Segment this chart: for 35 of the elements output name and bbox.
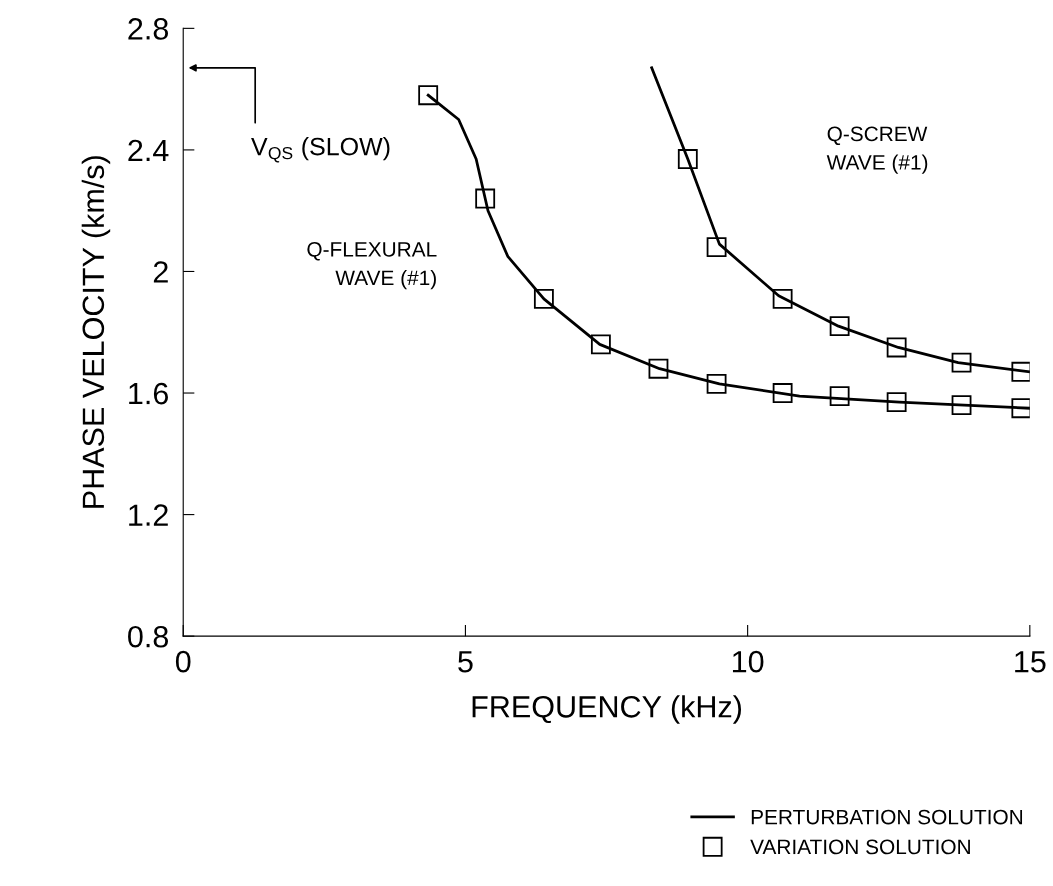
- point: [829, 386, 850, 407]
- y-tick-label: 0.8: [128, 625, 169, 648]
- point: [418, 85, 439, 106]
- legend-label: PERTURBATION SOLUTION: [751, 809, 1023, 825]
- x-tick-label: 15: [1015, 651, 1046, 673]
- y-tick-label: 1.6: [129, 382, 168, 405]
- point: [706, 373, 727, 394]
- point: [886, 392, 907, 413]
- x-tick-label: 10: [732, 650, 764, 673]
- point: [475, 188, 496, 209]
- point: [1011, 361, 1030, 382]
- x-tick-label: 0: [175, 650, 191, 673]
- y-tick-label: 2: [153, 261, 168, 283]
- point: [706, 237, 727, 258]
- point: [829, 316, 850, 337]
- point: [1011, 398, 1030, 419]
- y-tick-label: 2.4: [128, 139, 169, 161]
- point: [951, 352, 972, 373]
- point: [648, 358, 669, 379]
- y-axis-title: PHASE VELOCITY (km/s): [81, 156, 111, 508]
- annotation: V$_{QS}$ (SLOW): [251, 137, 390, 163]
- y-tick-label: 2.8: [128, 18, 169, 40]
- x-axis-title: FREQUENCY (kHz): [472, 695, 742, 724]
- y-tick-label: 1.2: [129, 504, 168, 526]
- legend-label: VARIATION SOLUTION: [750, 839, 970, 855]
- point: [886, 337, 907, 358]
- point: [772, 383, 793, 403]
- point: [772, 288, 793, 309]
- annotation: Q-FLEXURAL WAVE (#1): [307, 241, 437, 290]
- point: [533, 288, 554, 309]
- point: [590, 334, 611, 355]
- point: [951, 395, 972, 416]
- annotation: Q-SCREW WAVE (#1): [826, 126, 928, 174]
- point: [677, 149, 698, 169]
- x-tick-label: 5: [458, 651, 473, 673]
